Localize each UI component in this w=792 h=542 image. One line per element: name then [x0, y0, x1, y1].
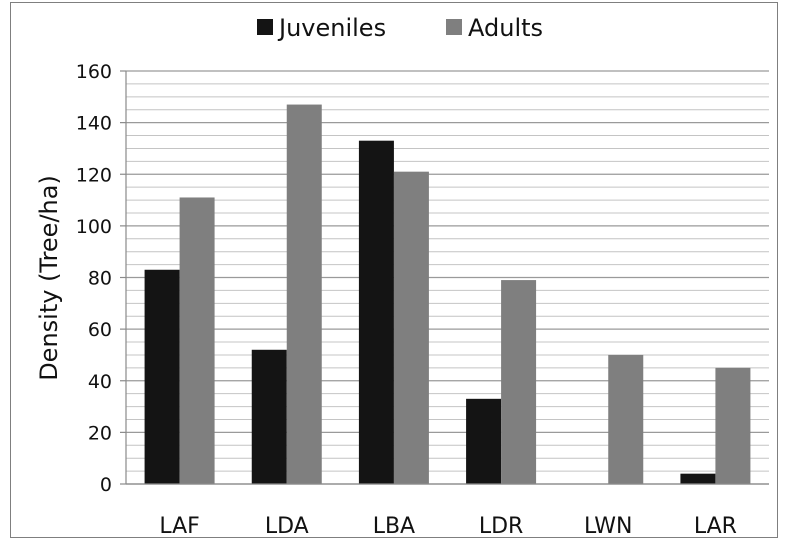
- y-tick-label: 40: [88, 371, 112, 393]
- bar-adults-ldr: [501, 280, 537, 484]
- y-tick-label: 160: [76, 61, 112, 83]
- y-tick-label: 80: [88, 268, 112, 290]
- bars: [144, 104, 751, 485]
- x-tick-label: LBA: [373, 514, 415, 539]
- bar-juveniles-lba: [358, 140, 394, 484]
- y-tick-label: 120: [76, 164, 112, 186]
- axes: 0 20 40 60 80 100 120 140 160 LAF LDA LBA LDR LWN LAR: [76, 61, 769, 539]
- legend-label-adults: Adults: [468, 14, 543, 42]
- gridlines: [126, 70, 769, 485]
- bar-juveniles-ldr: [466, 398, 502, 484]
- x-tick-label: LAR: [694, 514, 737, 539]
- legend: Juveniles Adults: [257, 14, 543, 42]
- y-tick-label: 60: [88, 319, 112, 341]
- bar-adults-lba: [393, 171, 429, 484]
- bar-adults-laf: [179, 197, 215, 484]
- y-tick-label: 140: [76, 113, 112, 135]
- y-tick-label: 100: [76, 216, 112, 238]
- x-tick-label: LDA: [265, 514, 309, 539]
- y-tick-label: 20: [88, 422, 112, 444]
- x-tick-label: LAF: [159, 514, 199, 539]
- legend-swatch-juveniles: [257, 19, 273, 35]
- bar-juveniles-laf: [144, 269, 180, 484]
- y-axis-title: Density (Tree/ha): [35, 175, 63, 381]
- x-tick-label: LWN: [584, 514, 632, 539]
- y-tick-label: 0: [100, 474, 112, 496]
- bar-juveniles-lda: [251, 349, 287, 484]
- bar-adults-lda: [286, 104, 322, 485]
- x-tick-label: LDR: [479, 514, 523, 539]
- bar-adults-lwn: [608, 354, 644, 484]
- legend-label-juveniles: Juveniles: [277, 14, 386, 42]
- bar-adults-lar: [715, 367, 751, 484]
- chart-frame: 0 20 40 60 80 100 120 140 160 LAF LDA LBA LDR LWN LAR …: [10, 2, 778, 539]
- bar-juveniles-lar: [680, 473, 716, 484]
- legend-swatch-adults: [446, 19, 462, 35]
